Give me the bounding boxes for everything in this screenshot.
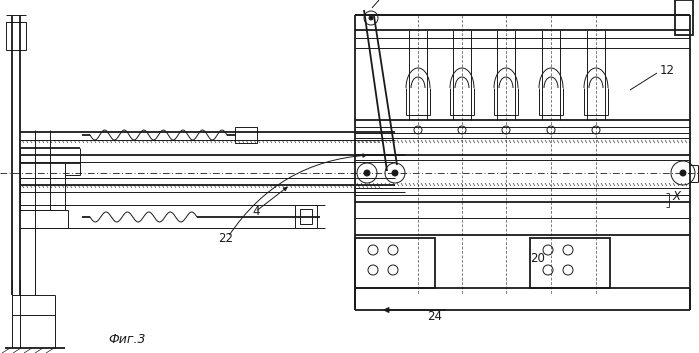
Bar [6,22,26,50]
Circle shape [680,170,686,176]
Bar [355,238,435,288]
Text: 24: 24 [428,310,442,323]
Text: 20: 20 [530,252,545,265]
Circle shape [364,170,370,176]
Text: 12: 12 [660,64,675,77]
Text: 4: 4 [252,205,259,218]
Bar [295,205,317,228]
Text: X: X [672,190,680,203]
Circle shape [392,170,398,176]
Bar [235,127,257,143]
Text: 22: 22 [218,232,233,245]
Bar [300,209,312,224]
Circle shape [369,16,373,20]
Bar [530,238,610,288]
Text: Фиг.3: Фиг.3 [108,333,145,346]
Bar [675,0,693,35]
